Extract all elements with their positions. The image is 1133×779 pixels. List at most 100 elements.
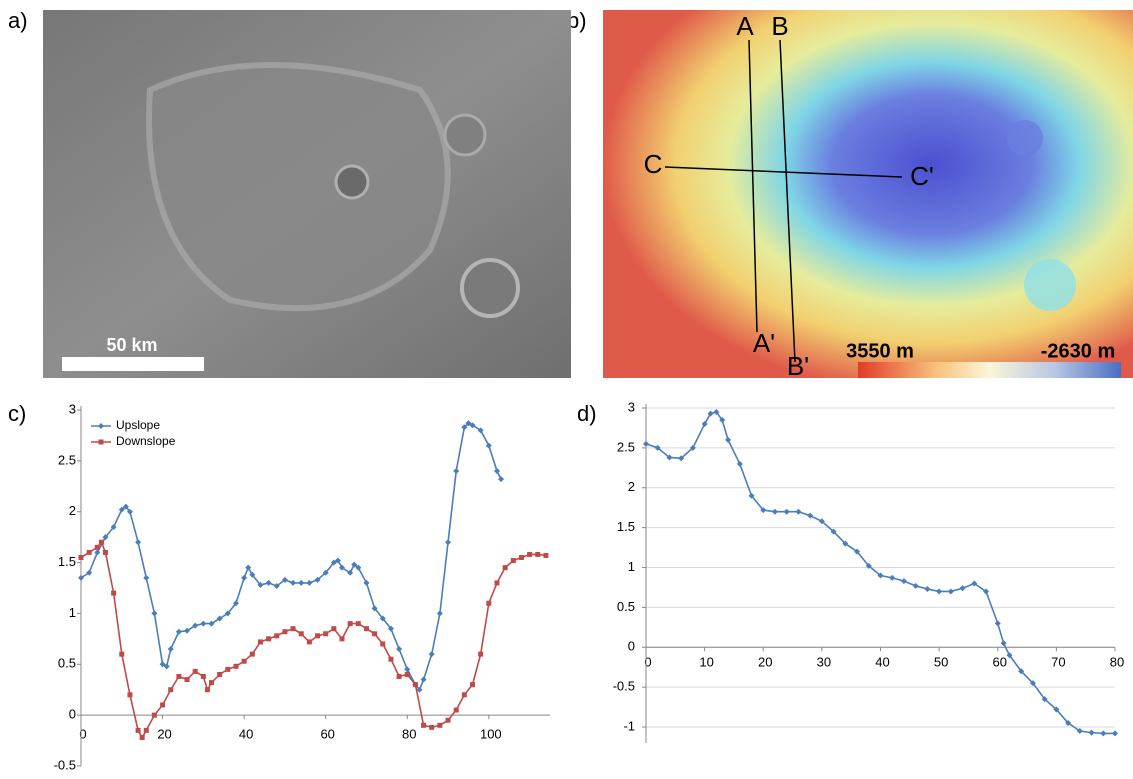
marker [363, 580, 369, 586]
profile-label: A [736, 11, 754, 41]
marker [348, 621, 353, 626]
x-tick-label: 60 [993, 655, 1007, 670]
marker [498, 476, 504, 482]
marker [453, 468, 459, 474]
marker [258, 639, 263, 644]
profile-label: C' [910, 161, 934, 191]
marker [737, 461, 743, 467]
marker [143, 575, 149, 581]
marker [948, 588, 954, 594]
marker [494, 580, 499, 585]
x-tick-label: 80 [1110, 655, 1124, 670]
marker [127, 692, 132, 697]
marker [784, 509, 790, 515]
marker [233, 664, 238, 669]
y-tick-label: 1 [628, 559, 635, 574]
profile-label: A' [753, 328, 775, 358]
marker [193, 669, 198, 674]
marker [152, 713, 157, 718]
marker [151, 610, 157, 616]
y-tick-label: 0.5 [58, 656, 76, 671]
marker [185, 677, 190, 682]
marker [388, 657, 393, 662]
y-tick-label: 1.5 [58, 554, 76, 569]
x-tick-label: 100 [480, 727, 502, 742]
marker [511, 558, 516, 563]
scale-bar-label: 50 km [106, 335, 157, 355]
marker [421, 677, 427, 683]
legend-marker [98, 423, 104, 429]
line [81, 542, 546, 737]
marker [242, 659, 247, 664]
marker [209, 680, 214, 685]
y-tick-label: 2 [628, 479, 635, 494]
x-tick-label: 70 [1051, 655, 1065, 670]
y-tick-label: 3 [69, 401, 76, 416]
image-b: A B C C' A' B' 3550 m -2630 m [603, 10, 1133, 381]
profile-label: B [771, 11, 788, 41]
marker [901, 578, 907, 584]
marker [217, 672, 222, 677]
y-tick-label: -0.5 [613, 679, 635, 694]
marker [364, 626, 369, 631]
marker [95, 545, 100, 550]
marker [200, 621, 206, 627]
marker [543, 553, 548, 558]
y-tick-label: -0.5 [54, 757, 76, 772]
legend-label: Upslope [116, 418, 160, 432]
y-tick-label: 1.5 [617, 519, 635, 534]
marker [79, 555, 84, 560]
marker [486, 443, 492, 449]
marker [437, 610, 443, 616]
marker [397, 674, 402, 679]
marker [413, 682, 418, 687]
marker [429, 725, 434, 730]
marker [307, 639, 312, 644]
y-tick-label: 2.5 [617, 439, 635, 454]
marker [772, 509, 778, 515]
marker [290, 580, 296, 586]
marker [454, 708, 459, 713]
marker [404, 666, 410, 672]
marker [527, 552, 532, 557]
marker [924, 586, 930, 592]
panel-label: d) [577, 401, 597, 426]
marker [519, 555, 524, 560]
marker [298, 580, 304, 586]
marker [807, 513, 813, 519]
x-tick-label: 0 [79, 727, 86, 742]
marker [421, 723, 426, 728]
marker [478, 652, 483, 657]
marker [643, 441, 649, 447]
legend-label: Downslope [116, 434, 176, 448]
marker [250, 652, 255, 657]
marker [282, 629, 287, 634]
marker [266, 580, 272, 586]
marker [291, 626, 296, 631]
marker [486, 601, 491, 606]
marker [1112, 730, 1118, 736]
marker [995, 620, 1001, 626]
profile-label: C [644, 149, 663, 179]
marker [111, 591, 116, 596]
x-tick-label: 80 [402, 727, 416, 742]
y-tick-label: 1 [69, 605, 76, 620]
marker [445, 539, 451, 545]
marker [103, 550, 108, 555]
marker [168, 646, 174, 652]
marker [437, 723, 442, 728]
colorbar-label: -2630 m [1041, 340, 1116, 362]
y-tick-label: 2.5 [58, 452, 76, 467]
marker [494, 468, 500, 474]
marker [936, 588, 942, 594]
y-tick-label: 0 [69, 707, 76, 722]
marker [168, 687, 173, 692]
marker [140, 735, 145, 740]
x-tick-label: 20 [758, 655, 772, 670]
marker [306, 580, 312, 586]
image-a: 50 km [43, 10, 571, 378]
marker [446, 718, 451, 723]
panel-label: a) [8, 8, 28, 33]
profile-label: B' [787, 351, 809, 381]
